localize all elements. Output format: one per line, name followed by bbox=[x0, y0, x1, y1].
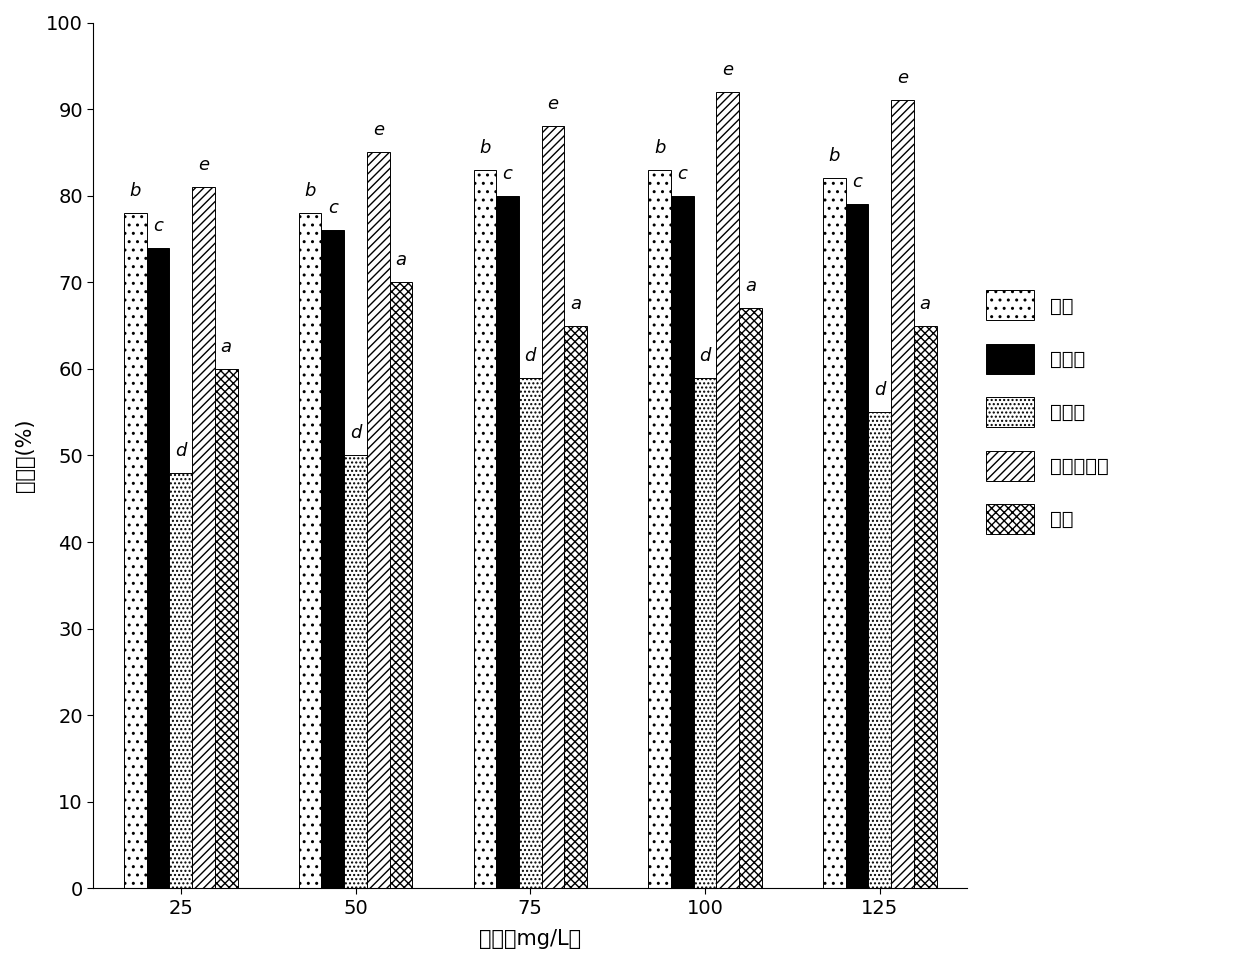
Bar bbox=[649, 170, 671, 889]
Bar bbox=[124, 213, 146, 889]
Bar bbox=[892, 100, 914, 889]
Bar bbox=[146, 248, 170, 889]
Text: a: a bbox=[221, 338, 232, 356]
Bar bbox=[170, 472, 192, 889]
Text: a: a bbox=[745, 278, 756, 295]
Bar bbox=[846, 204, 868, 889]
Bar bbox=[299, 213, 321, 889]
Bar bbox=[496, 196, 520, 889]
Text: d: d bbox=[874, 381, 885, 399]
Text: b: b bbox=[479, 139, 491, 157]
Bar bbox=[520, 378, 542, 889]
Bar bbox=[914, 326, 936, 889]
Text: d: d bbox=[525, 347, 536, 364]
Text: c: c bbox=[153, 217, 162, 234]
Text: c: c bbox=[677, 165, 687, 183]
Text: a: a bbox=[396, 252, 407, 269]
Bar bbox=[192, 187, 215, 889]
Bar bbox=[345, 455, 367, 889]
Bar bbox=[321, 230, 345, 889]
Text: b: b bbox=[130, 182, 141, 200]
Text: e: e bbox=[897, 69, 908, 88]
Y-axis label: 吸附率(%): 吸附率(%) bbox=[15, 418, 35, 493]
Bar bbox=[739, 308, 761, 889]
Bar bbox=[215, 369, 238, 889]
X-axis label: 浓度（mg/L）: 浓度（mg/L） bbox=[479, 929, 582, 949]
Text: d: d bbox=[350, 424, 361, 442]
Text: b: b bbox=[304, 182, 316, 200]
Text: c: c bbox=[502, 165, 512, 183]
Bar bbox=[671, 196, 693, 889]
Bar bbox=[717, 92, 739, 889]
Bar bbox=[693, 378, 717, 889]
Text: d: d bbox=[699, 347, 711, 364]
Bar bbox=[474, 170, 496, 889]
Bar bbox=[389, 282, 413, 889]
Bar bbox=[868, 413, 892, 889]
Text: c: c bbox=[327, 200, 337, 217]
Bar bbox=[564, 326, 587, 889]
Text: e: e bbox=[722, 61, 733, 79]
Bar bbox=[542, 126, 564, 889]
Text: a: a bbox=[570, 295, 582, 312]
Text: a: a bbox=[920, 295, 931, 312]
Text: e: e bbox=[198, 156, 210, 174]
Text: d: d bbox=[175, 442, 186, 460]
Legend: 树脂, 活性炭, 硫藻土, 改性柴树叶, 竹炭: 树脂, 活性炭, 硫藻土, 改性柴树叶, 竹炭 bbox=[986, 290, 1109, 534]
Text: b: b bbox=[653, 139, 666, 157]
Bar bbox=[367, 152, 389, 889]
Text: e: e bbox=[373, 121, 384, 140]
Text: c: c bbox=[852, 174, 862, 192]
Text: b: b bbox=[828, 147, 839, 166]
Bar bbox=[823, 178, 846, 889]
Text: e: e bbox=[547, 95, 558, 114]
